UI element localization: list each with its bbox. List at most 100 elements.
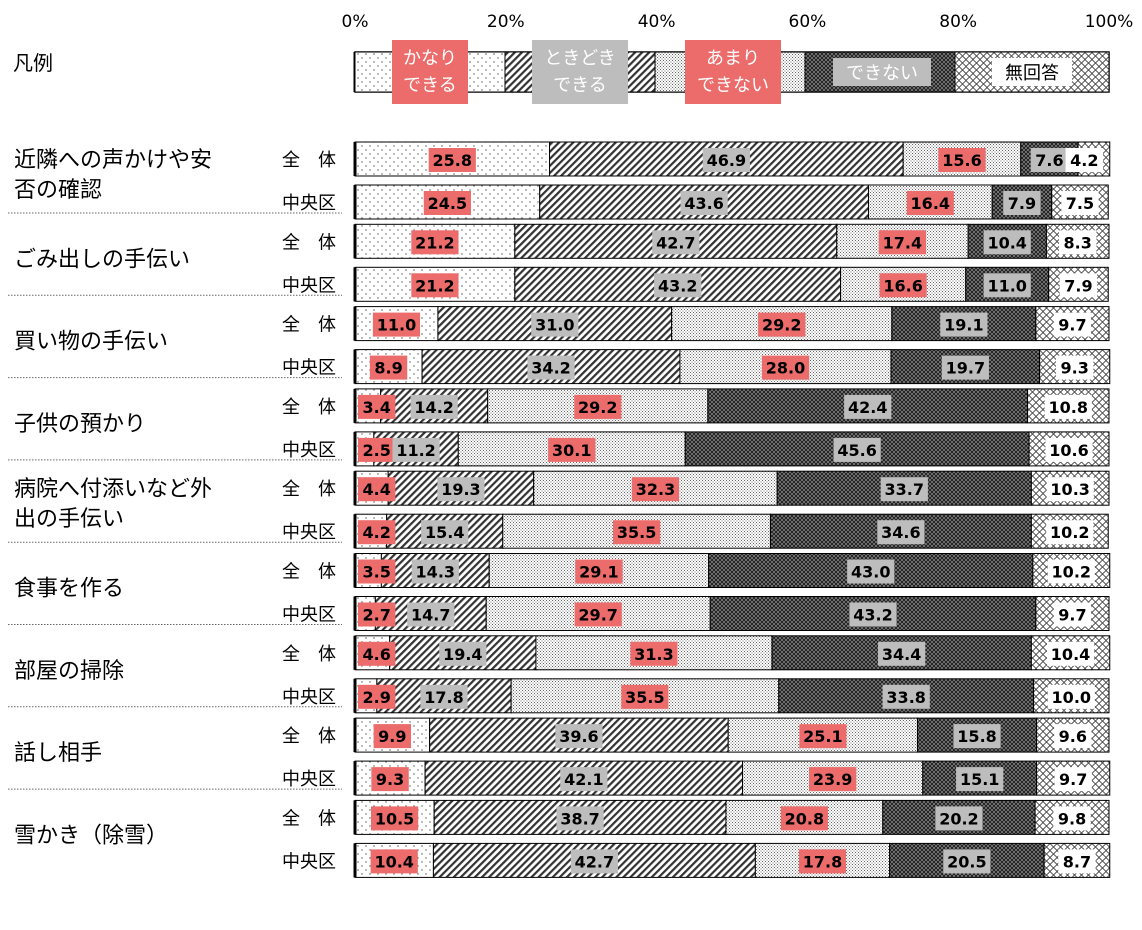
- data-label: 9.7: [1058, 316, 1086, 335]
- category-label: 部屋の掃除: [14, 659, 124, 684]
- data-label: 17.4: [883, 233, 922, 252]
- data-label-bg: [983, 230, 1031, 255]
- data-label-bg: [621, 684, 669, 709]
- data-label: 34.4: [882, 645, 921, 664]
- legend-title: 凡例: [13, 51, 53, 75]
- data-label: 4.2: [363, 523, 391, 542]
- data-label: 2.9: [363, 688, 391, 707]
- category-label: ごみ出しの手伝い: [14, 247, 190, 272]
- data-label: 42.1: [564, 770, 603, 789]
- data-label-bg: [428, 148, 476, 172]
- x-tick-label: 0%: [342, 12, 369, 32]
- data-label-bg: [358, 641, 396, 666]
- data-label: 8.3: [1064, 233, 1092, 252]
- row-label: 全 体: [282, 397, 336, 418]
- data-label: 29.1: [579, 563, 618, 582]
- data-label-bg: [369, 355, 408, 380]
- x-tick-label: 60%: [789, 12, 827, 32]
- data-label: 11.0: [987, 276, 1026, 295]
- legend-label: ときどき: [544, 48, 615, 69]
- data-label: 9.7: [1059, 770, 1087, 789]
- row-label: 全 体: [282, 726, 336, 747]
- row-label: 中央区: [282, 851, 336, 872]
- data-label: 10.4: [374, 852, 413, 871]
- data-label-bg: [370, 806, 419, 831]
- data-label: 20.8: [785, 809, 824, 828]
- data-label: 4.2: [1070, 151, 1098, 170]
- data-label-bg: [373, 724, 412, 749]
- data-label-bg: [943, 849, 991, 874]
- data-label-bg: [555, 724, 603, 749]
- data-label-bg: [630, 641, 678, 666]
- data-label-bg: [370, 849, 418, 874]
- data-label-bg: [1047, 684, 1095, 709]
- data-label: 19.3: [441, 480, 480, 499]
- data-label: 43.0: [851, 563, 890, 582]
- legend-label: できる: [403, 75, 457, 96]
- data-label-bg: [1065, 148, 1103, 172]
- legend-label-bg: [532, 40, 628, 104]
- data-label: 7.9: [1008, 194, 1036, 213]
- data-label-bg: [1055, 355, 1094, 380]
- data-label-bg: [938, 148, 986, 172]
- data-label: 4.6: [363, 645, 391, 664]
- category-label: 話し相手: [14, 741, 102, 766]
- data-label-bg: [439, 641, 487, 666]
- data-label: 8.7: [1063, 852, 1091, 871]
- data-label-bg: [411, 559, 459, 584]
- data-label: 28.0: [766, 359, 805, 378]
- data-label-bg: [879, 273, 927, 298]
- data-label: 20.2: [939, 809, 978, 828]
- data-label: 33.7: [885, 480, 924, 499]
- data-label-bg: [833, 437, 881, 462]
- data-label-bg: [358, 477, 396, 502]
- row-label: 全 体: [282, 644, 336, 665]
- data-label-bg: [613, 520, 661, 545]
- row-label: 全 体: [282, 562, 336, 583]
- data-label: 10.3: [1050, 480, 1089, 499]
- data-label: 43.6: [684, 194, 723, 213]
- row-label: 中央区: [282, 605, 336, 626]
- category-label: 雪かき（除雪）: [14, 823, 168, 848]
- data-label: 10.6: [1049, 441, 1088, 460]
- data-label-bg: [421, 520, 469, 545]
- x-tick-label: 80%: [939, 12, 977, 32]
- data-label-bg: [654, 273, 702, 298]
- data-label-bg: [849, 602, 897, 627]
- data-label-bg: [1047, 559, 1095, 584]
- data-label-bg: [411, 273, 459, 298]
- data-label-bg: [680, 191, 728, 215]
- data-label: 39.6: [559, 727, 598, 746]
- data-label-bg: [1044, 394, 1092, 419]
- data-label-bg: [798, 849, 847, 874]
- x-tick-label: 40%: [638, 12, 676, 32]
- data-label: 24.5: [428, 194, 467, 213]
- data-label-bg: [410, 394, 458, 419]
- data-label-bg: [652, 230, 700, 255]
- data-label: 31.3: [634, 645, 673, 664]
- data-label: 17.8: [803, 852, 842, 871]
- data-label-bg: [1046, 641, 1095, 666]
- x-axis: 0% 20% 40% 60% 80% 100%: [342, 12, 1134, 32]
- data-label-bg: [1045, 437, 1093, 462]
- row-label: 中央区: [282, 193, 336, 214]
- data-label-bg: [941, 355, 989, 380]
- data-label: 9.9: [378, 727, 406, 746]
- data-label-bg: [1058, 849, 1096, 874]
- data-label-bg: [358, 559, 396, 584]
- data-label-bg: [371, 767, 409, 792]
- data-label: 16.4: [911, 194, 950, 213]
- data-label-bg: [799, 724, 847, 749]
- data-label: 34.2: [531, 359, 570, 378]
- legend-label-bg: [992, 58, 1072, 86]
- data-label-bg: [358, 684, 396, 709]
- data-label-bg: [940, 312, 988, 337]
- legend-label: あまり: [706, 48, 760, 69]
- data-label: 46.9: [707, 151, 746, 170]
- data-label: 31.0: [535, 316, 574, 335]
- data-label: 10.4: [1051, 645, 1090, 664]
- data-label-bg: [1059, 230, 1097, 255]
- x-tick-label: 100%: [1085, 12, 1134, 32]
- category-label: 買い物の手伝い: [14, 330, 168, 355]
